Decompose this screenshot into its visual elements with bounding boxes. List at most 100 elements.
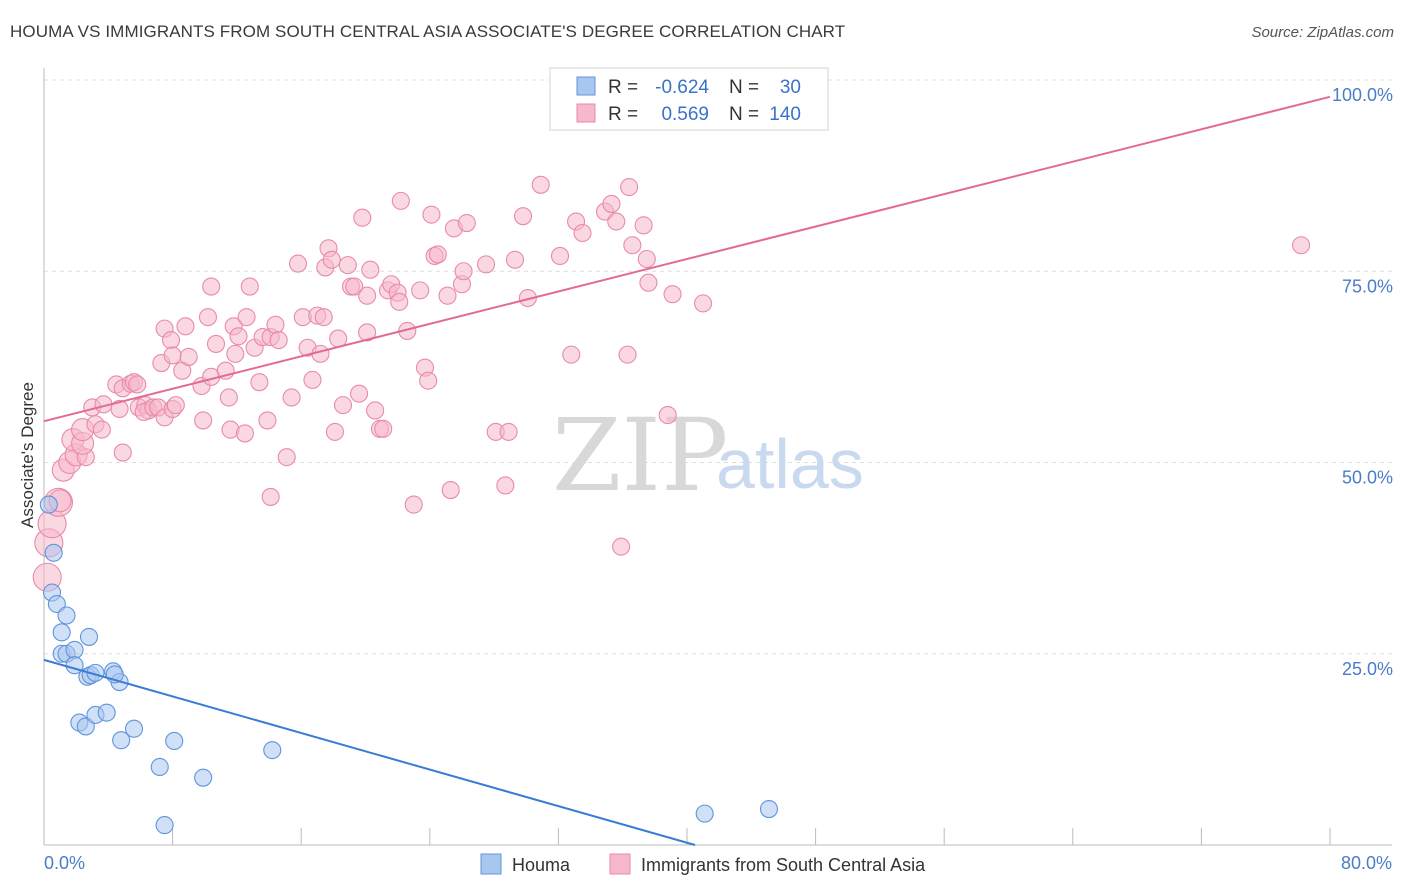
immigrants-point — [322, 250, 341, 269]
houma-point — [57, 606, 76, 625]
y-tick-label: 25.0% — [1342, 659, 1393, 679]
immigrants-point — [496, 476, 515, 495]
x-tick-label-min: 0.0% — [44, 853, 85, 873]
houma-trend-line — [43, 658, 696, 846]
immigrants-point — [194, 411, 213, 430]
immigrants-point — [358, 286, 377, 305]
y-tick-label: 100.0% — [1332, 85, 1393, 105]
immigrants-point — [441, 480, 460, 500]
immigrants-point — [250, 373, 269, 392]
immigrants-point — [179, 347, 198, 366]
immigrants-point — [612, 537, 631, 556]
immigrants-point — [366, 401, 385, 420]
immigrants-point — [219, 388, 238, 407]
watermark: ZIP atlas — [552, 397, 864, 514]
immigrants-point — [1292, 236, 1311, 255]
immigrants-point — [277, 448, 296, 467]
y-tick-label: 75.0% — [1342, 276, 1393, 296]
immigrants-point — [266, 315, 285, 334]
immigrants-point — [438, 286, 457, 305]
immigrants-point — [499, 422, 518, 441]
y-tick-label: 50.0% — [1342, 468, 1393, 488]
houma-point — [79, 627, 99, 646]
immigrants-point — [620, 178, 639, 197]
immigrants-point — [240, 277, 259, 296]
immigrants-n-value: 140 — [769, 104, 801, 125]
chart-title: HOUMA VS IMMIGRANTS FROM SOUTH CENTRAL A… — [10, 22, 846, 41]
watermark-atlas: atlas — [716, 425, 864, 503]
stats-legend: R = -0.624 N = 30 R = 0.569 N = 140 — [549, 67, 829, 131]
immigrants-point — [457, 214, 476, 233]
immigrants-point — [454, 262, 473, 281]
immigrants-point — [663, 285, 682, 304]
x-tick-label-max: 80.0% — [1341, 853, 1392, 873]
immigrants-point — [333, 396, 353, 415]
houma-point — [39, 495, 58, 514]
source-label: Source: ZipAtlas.com — [1251, 24, 1394, 41]
houma-n-label: N = — [729, 77, 759, 98]
houma-point — [194, 768, 213, 787]
immigrants-point — [345, 277, 364, 296]
immigrants-point — [282, 388, 301, 407]
legend-houma-label: Houma — [512, 855, 571, 875]
houma-point — [263, 741, 282, 760]
immigrants-point — [353, 208, 372, 227]
immigrants-point — [163, 346, 182, 365]
houma-point — [124, 719, 144, 738]
immigrants-point — [637, 249, 656, 269]
houma-point — [150, 757, 169, 777]
trend-lines — [43, 95, 1331, 846]
immigrants-point — [419, 371, 438, 390]
houma-point — [112, 731, 131, 750]
series-houma-points — [39, 495, 779, 835]
immigrants-point — [573, 223, 592, 243]
immigrants-point — [411, 281, 430, 300]
immigrants-point — [531, 175, 550, 194]
immigrants-point — [390, 292, 409, 311]
legend-houma-swatch — [480, 853, 502, 875]
immigrants-point — [404, 495, 423, 514]
immigrants-point — [269, 331, 288, 350]
immigrants-point — [634, 216, 653, 235]
houma-r-label: R = — [608, 77, 638, 98]
immigrants-point — [113, 443, 132, 462]
immigrants-point — [110, 399, 129, 419]
immigrants-point — [235, 424, 254, 443]
houma-point — [155, 816, 174, 835]
immigrants-swatch — [576, 103, 596, 123]
watermark-zip: ZIP — [552, 397, 728, 514]
immigrants-n-label: N = — [729, 104, 759, 125]
houma-point — [52, 623, 71, 642]
immigrants-point — [176, 317, 195, 336]
houma-swatch — [576, 76, 596, 96]
immigrants-trend-line — [43, 95, 1331, 423]
immigrants-point — [303, 370, 322, 389]
houma-point — [97, 703, 116, 722]
immigrants-point — [202, 277, 221, 296]
houma-point — [695, 804, 714, 823]
immigrants-point — [428, 245, 447, 264]
bottom-legend: Houma Immigrants from South Central Asia — [480, 853, 926, 875]
immigrants-point — [618, 345, 637, 364]
immigrants-point — [694, 294, 713, 313]
immigrants-point — [422, 205, 441, 224]
houma-n-value: 30 — [780, 77, 801, 98]
immigrants-point — [288, 254, 308, 273]
immigrants-point — [602, 194, 621, 213]
y-axis-label: Associate's Degree — [18, 382, 37, 528]
immigrants-point — [505, 250, 525, 269]
legend-immigrants-label: Immigrants from South Central Asia — [641, 855, 926, 875]
immigrants-point — [623, 236, 642, 255]
axes — [43, 68, 1392, 846]
immigrants-point — [607, 212, 626, 231]
immigrants-point — [338, 256, 357, 275]
immigrants-point — [166, 396, 185, 415]
immigrants-point — [258, 411, 277, 430]
immigrants-point — [550, 246, 570, 265]
immigrants-point — [374, 419, 393, 438]
grid-lines — [44, 79, 1392, 655]
stats-legend-frame — [549, 67, 829, 131]
immigrants-point — [237, 308, 256, 327]
immigrants-point — [229, 327, 248, 346]
